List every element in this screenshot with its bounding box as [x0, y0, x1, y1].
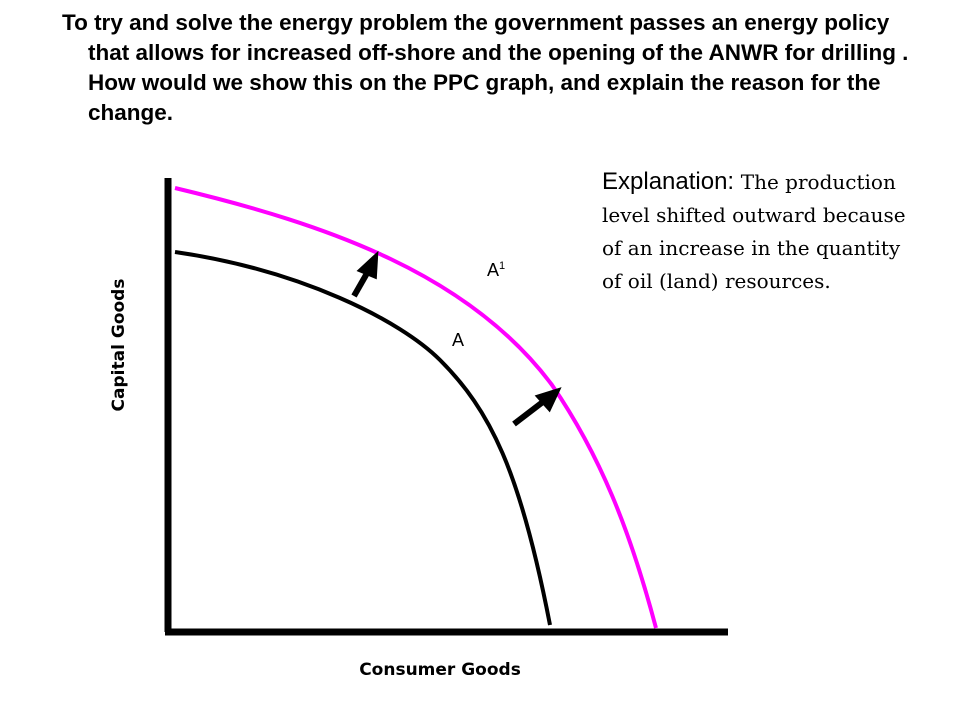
y-axis-label: Capital Goods	[109, 279, 129, 412]
explanation-label: Explanation:	[602, 168, 741, 195]
new-ppc-curve	[174, 186, 658, 629]
new-curve-label: A1	[487, 260, 505, 280]
explanation-text: The production level shifted outward bec…	[602, 170, 906, 293]
shift-arrow-upper	[351, 250, 379, 298]
explanation: Explanation: The production level shifte…	[602, 166, 912, 299]
question-text: To try and solve the energy problem the …	[62, 10, 909, 125]
new-curve-superscript: 1	[499, 260, 505, 272]
x-axis-label: Consumer Goods	[359, 660, 521, 680]
shift-arrow-lower	[512, 387, 562, 427]
original-ppc-curve	[174, 250, 552, 626]
original-curve-label: A	[452, 330, 464, 350]
